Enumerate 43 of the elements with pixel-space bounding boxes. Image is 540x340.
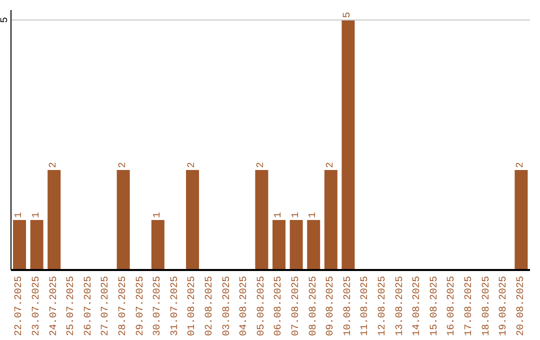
x-tick-label: 26.07.2025	[83, 276, 94, 336]
x-tick-label: 08.08.2025	[308, 276, 320, 336]
data-label: 1	[290, 212, 302, 218]
data-label: 2	[187, 162, 198, 168]
data-label: 1	[152, 212, 164, 218]
x-tick-label: 23.07.2025	[31, 276, 42, 336]
x-tick-label: 11.08.2025	[360, 276, 372, 336]
x-tick-label: 28.07.2025	[118, 276, 129, 336]
x-tick-label: 09.08.2025	[326, 276, 337, 336]
data-label: 1	[274, 212, 284, 218]
x-tick-label: 29.07.2025	[135, 276, 146, 336]
x-tick-label: 14.08.2025	[412, 276, 424, 336]
x-tick-label: 07.08.2025	[290, 276, 302, 336]
data-label: 5	[342, 12, 354, 18]
x-tick-label: 06.08.2025	[274, 276, 285, 336]
x-tick-label: 16.08.2025	[446, 276, 458, 336]
x-tick-label: 10.08.2025	[342, 276, 354, 336]
x-tick-label: 19.08.2025	[498, 276, 510, 336]
x-tick-label: 20.08.2025	[516, 276, 527, 336]
x-tick-label: 01.08.2025	[187, 276, 198, 336]
x-tick-label: 04.08.2025	[239, 276, 250, 336]
x-tick-label: 25.07.2025	[66, 276, 78, 336]
x-tick-label: 12.08.2025	[377, 276, 388, 336]
x-tick-label: 15.08.2025	[429, 276, 440, 336]
x-tick-label: 30.07.2025	[152, 276, 164, 336]
x-tick-label: 31.07.2025	[170, 276, 181, 336]
x-tick-label: 22.07.2025	[14, 276, 26, 336]
x-tick-label: 27.07.2025	[100, 276, 112, 336]
x-tick-label: 24.07.2025	[48, 276, 60, 336]
x-tick-label: 18.08.2025	[481, 276, 492, 336]
x-tick-label: 03.08.2025	[222, 276, 233, 336]
x-tick-label: 05.08.2025	[256, 276, 268, 336]
data-label: 1	[308, 212, 320, 218]
data-label: 2	[325, 162, 336, 168]
data-label: 2	[256, 162, 268, 168]
x-tick-label: 13.08.2025	[394, 276, 406, 336]
x-tick-label: 02.08.2025	[204, 276, 216, 336]
data-label: 2	[516, 162, 527, 168]
data-label: 2	[118, 162, 129, 168]
data-label: 1	[31, 212, 42, 218]
x-tick-label: 17.08.2025	[464, 276, 475, 336]
data-label: 1	[14, 212, 25, 218]
data-label: 2	[48, 162, 60, 168]
